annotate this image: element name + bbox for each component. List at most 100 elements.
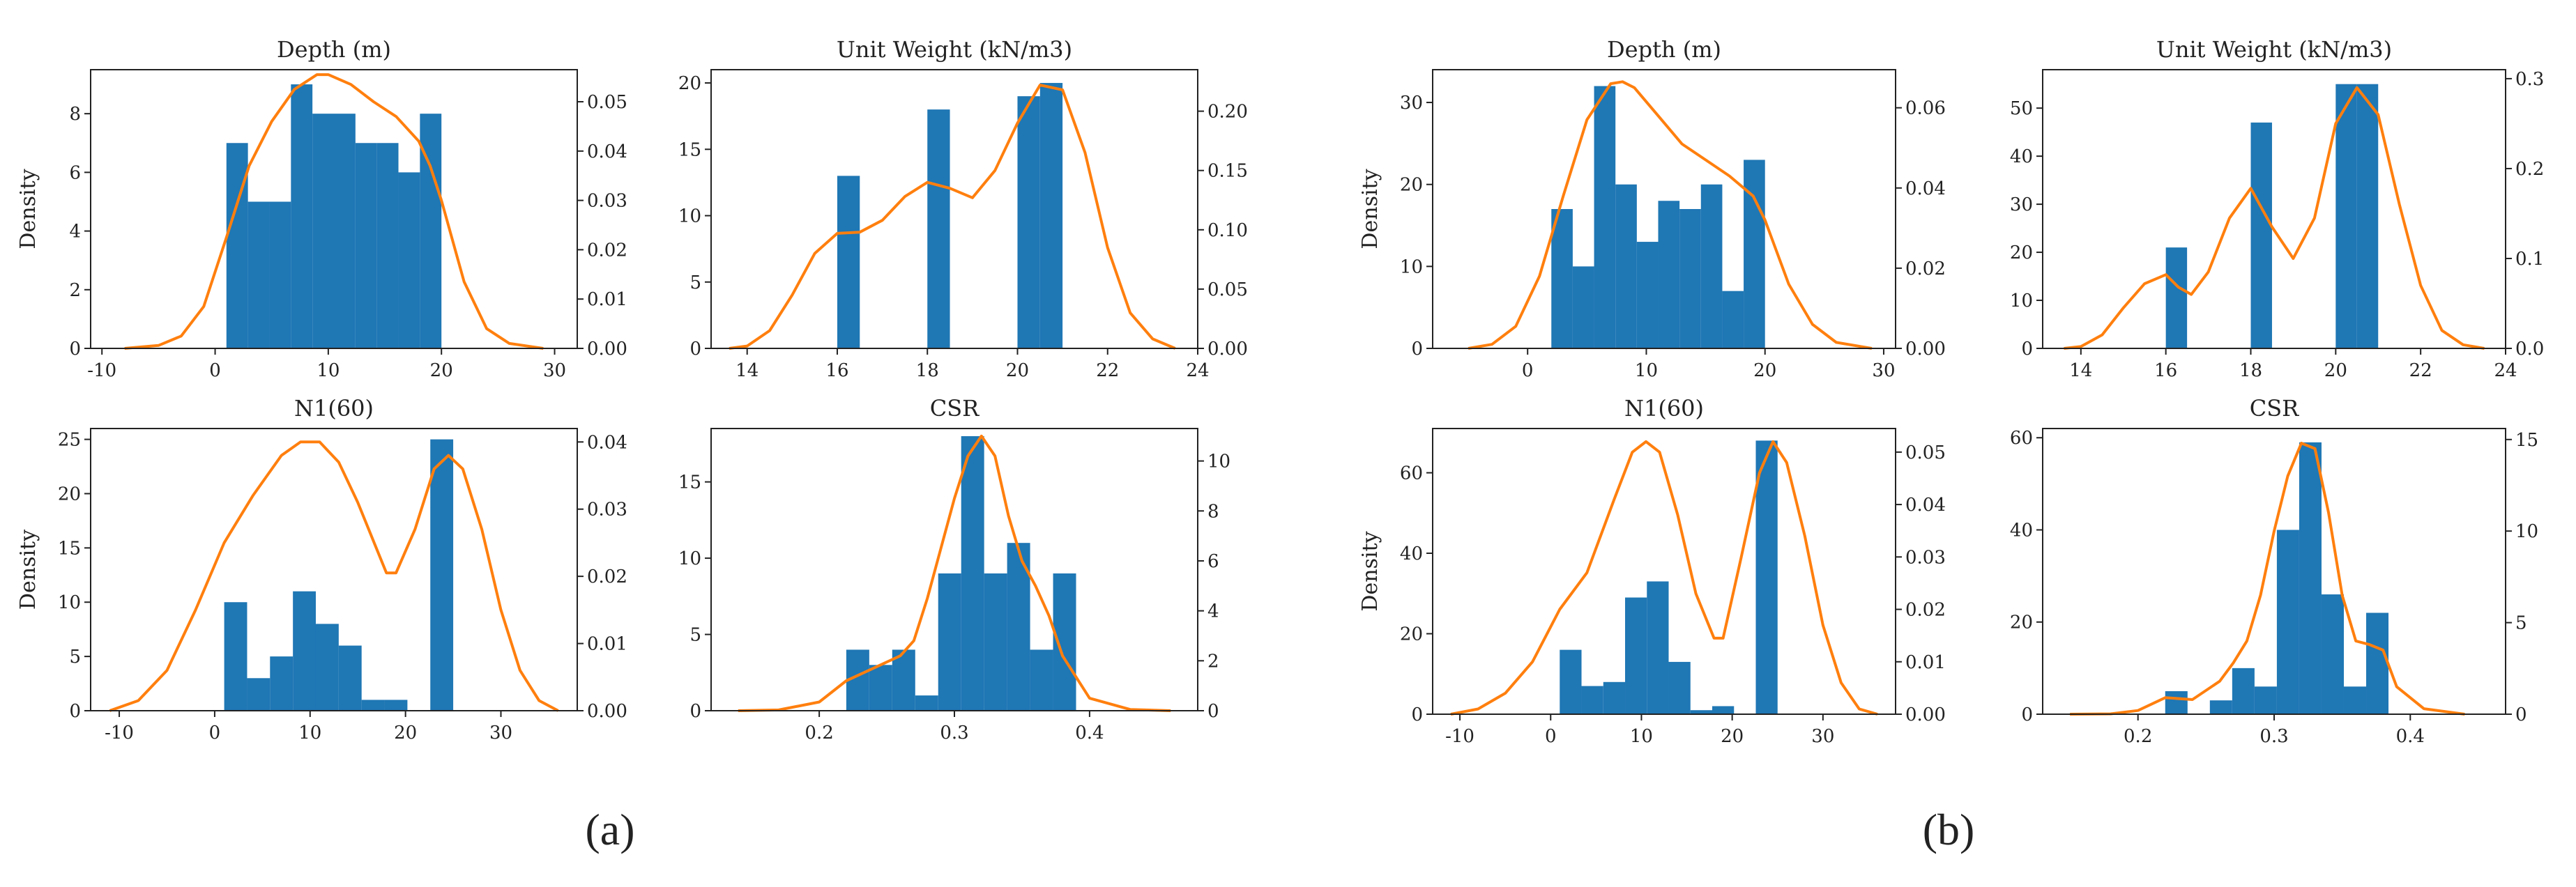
y-tick-label: 0	[69, 701, 81, 722]
y2-tick-label: 0.2	[2515, 159, 2544, 180]
x-tick-label: 30	[543, 360, 566, 381]
y-axis-label: Density	[1358, 169, 1382, 249]
y2-tick-label: 0.04	[587, 432, 627, 453]
y2-tick-label: 0.1	[2515, 249, 2544, 270]
x-tick-label: 14	[736, 360, 759, 381]
x-tick-label: 0.4	[2396, 726, 2425, 747]
plot-frame	[90, 428, 578, 711]
histogram-bar	[1744, 160, 1765, 349]
plot-frame	[710, 69, 1198, 349]
x-tick-label: 16	[825, 360, 848, 381]
histogram-bar	[2250, 122, 2272, 349]
y2-tick-label: 0.02	[1905, 600, 1946, 621]
y2-tick-label: 0.01	[587, 289, 627, 310]
histogram-bar	[1581, 686, 1603, 714]
histogram-bar	[376, 143, 399, 348]
histogram-bar	[1625, 597, 1647, 714]
histogram-bar	[1551, 209, 1573, 348]
y2-tick-label: 0.00	[1207, 339, 1248, 360]
x-tick-label: 14	[2069, 360, 2092, 381]
kde-curve	[1450, 440, 1878, 716]
y-tick-label: 20	[2010, 612, 2033, 633]
x-tick-label: 0.3	[2259, 726, 2288, 747]
y-tick-label: 60	[2010, 428, 2033, 449]
histogram-bar	[961, 435, 984, 711]
histogram-bar	[837, 176, 860, 348]
y-tick-label: 10	[1400, 256, 1423, 277]
x-tick-label: 0.2	[805, 723, 833, 743]
y-axis-label: Density	[16, 169, 40, 249]
y2-tick-label: 0.01	[587, 634, 627, 655]
y-tick-label: 50	[2010, 98, 2033, 119]
kde-curve	[2064, 86, 2485, 350]
chart-title: Depth (m)	[1607, 36, 1721, 63]
y-tick-label: 0	[69, 339, 81, 360]
y-tick-label: 30	[2010, 194, 2033, 215]
x-tick-label: 30	[1872, 360, 1895, 381]
y-tick-label: 15	[678, 139, 701, 160]
y2-tick-label: 0.10	[1207, 220, 1248, 241]
histogram-bar	[1039, 83, 1063, 349]
histogram-bar	[1722, 291, 1744, 348]
x-tick-label: 18	[916, 360, 939, 381]
histogram-bar	[2299, 442, 2322, 714]
x-tick-label: 30	[489, 723, 512, 743]
y2-tick-label: 0.04	[587, 141, 627, 162]
y-tick-label: 15	[58, 538, 81, 559]
x-tick-label: 20	[394, 723, 417, 743]
y2-tick-label: 0.00	[1905, 339, 1946, 360]
y-tick-label: 0	[689, 339, 701, 360]
y2-tick-label: 0.03	[1905, 547, 1946, 568]
y2-tick-label: 0.03	[587, 191, 627, 212]
kde-curve	[109, 440, 559, 712]
histogram-bar	[270, 656, 294, 711]
histogram-bar	[892, 649, 915, 711]
histogram-bar	[1668, 661, 1691, 714]
y2-tick-label: 0.06	[1905, 98, 1946, 119]
histogram-bar	[338, 645, 362, 711]
x-tick-label: 20	[1753, 360, 1776, 381]
panel-label-b: (b)	[1923, 805, 1975, 854]
x-tick-label: 30	[1811, 726, 1834, 747]
x-tick-label: 20	[430, 360, 453, 381]
y-tick-label: 30	[1400, 93, 1423, 114]
histogram-bar	[291, 84, 313, 348]
y2-tick-label: 0.02	[1905, 259, 1946, 279]
kde-curve	[729, 84, 1176, 350]
y2-tick-label: 10	[2515, 521, 2538, 542]
y2-tick-label: 0.3	[2515, 69, 2544, 90]
y-tick-label: 0	[1411, 339, 1423, 360]
x-tick-label: 0	[209, 723, 221, 743]
histogram-bar	[927, 109, 950, 348]
chart-panel-4: 0.2 0.3 0.4 0 5 10 15 0 2 4 6 8 10 CSR	[678, 395, 1230, 743]
histogram-bar	[1755, 440, 1778, 714]
y-tick-label: 10	[58, 592, 81, 613]
chart-panel-3: -10 0 10 20 30 0 5 10 15 20 25 0.00 0.01 0.02 0.03 0.04…	[16, 395, 627, 743]
x-tick-label: 0.4	[1075, 723, 1104, 743]
y2-tick-label: 2	[1207, 651, 1219, 672]
histogram-bar	[384, 700, 408, 711]
y2-tick-label: 15	[2515, 430, 2538, 451]
histogram-bar	[355, 143, 377, 348]
x-tick-label: 18	[2239, 360, 2262, 381]
y-tick-label: 20	[1400, 175, 1423, 196]
histogram-bar	[293, 591, 316, 711]
y-tick-label: 10	[2010, 291, 2033, 311]
chart-title: Unit Weight (kN/m3)	[2156, 36, 2392, 63]
y-tick-label: 40	[1400, 543, 1423, 564]
histogram-bar	[398, 172, 420, 348]
x-tick-label: 24	[2494, 360, 2517, 381]
y-tick-label: 4	[69, 222, 81, 242]
kde-curve	[2070, 442, 2465, 716]
y-tick-label: 20	[678, 73, 701, 94]
histogram-bar	[1572, 266, 1594, 348]
y-tick-label: 40	[2010, 520, 2033, 541]
histogram-bar	[1017, 96, 1040, 348]
plot-frame	[2042, 69, 2506, 349]
x-tick-label: 20	[2324, 360, 2347, 381]
histogram-bar	[1560, 649, 1582, 714]
x-tick-label: -10	[1445, 726, 1474, 747]
x-tick-label: 16	[2154, 360, 2177, 381]
histogram-bar	[2165, 691, 2188, 714]
histogram-bar	[1712, 706, 1735, 714]
